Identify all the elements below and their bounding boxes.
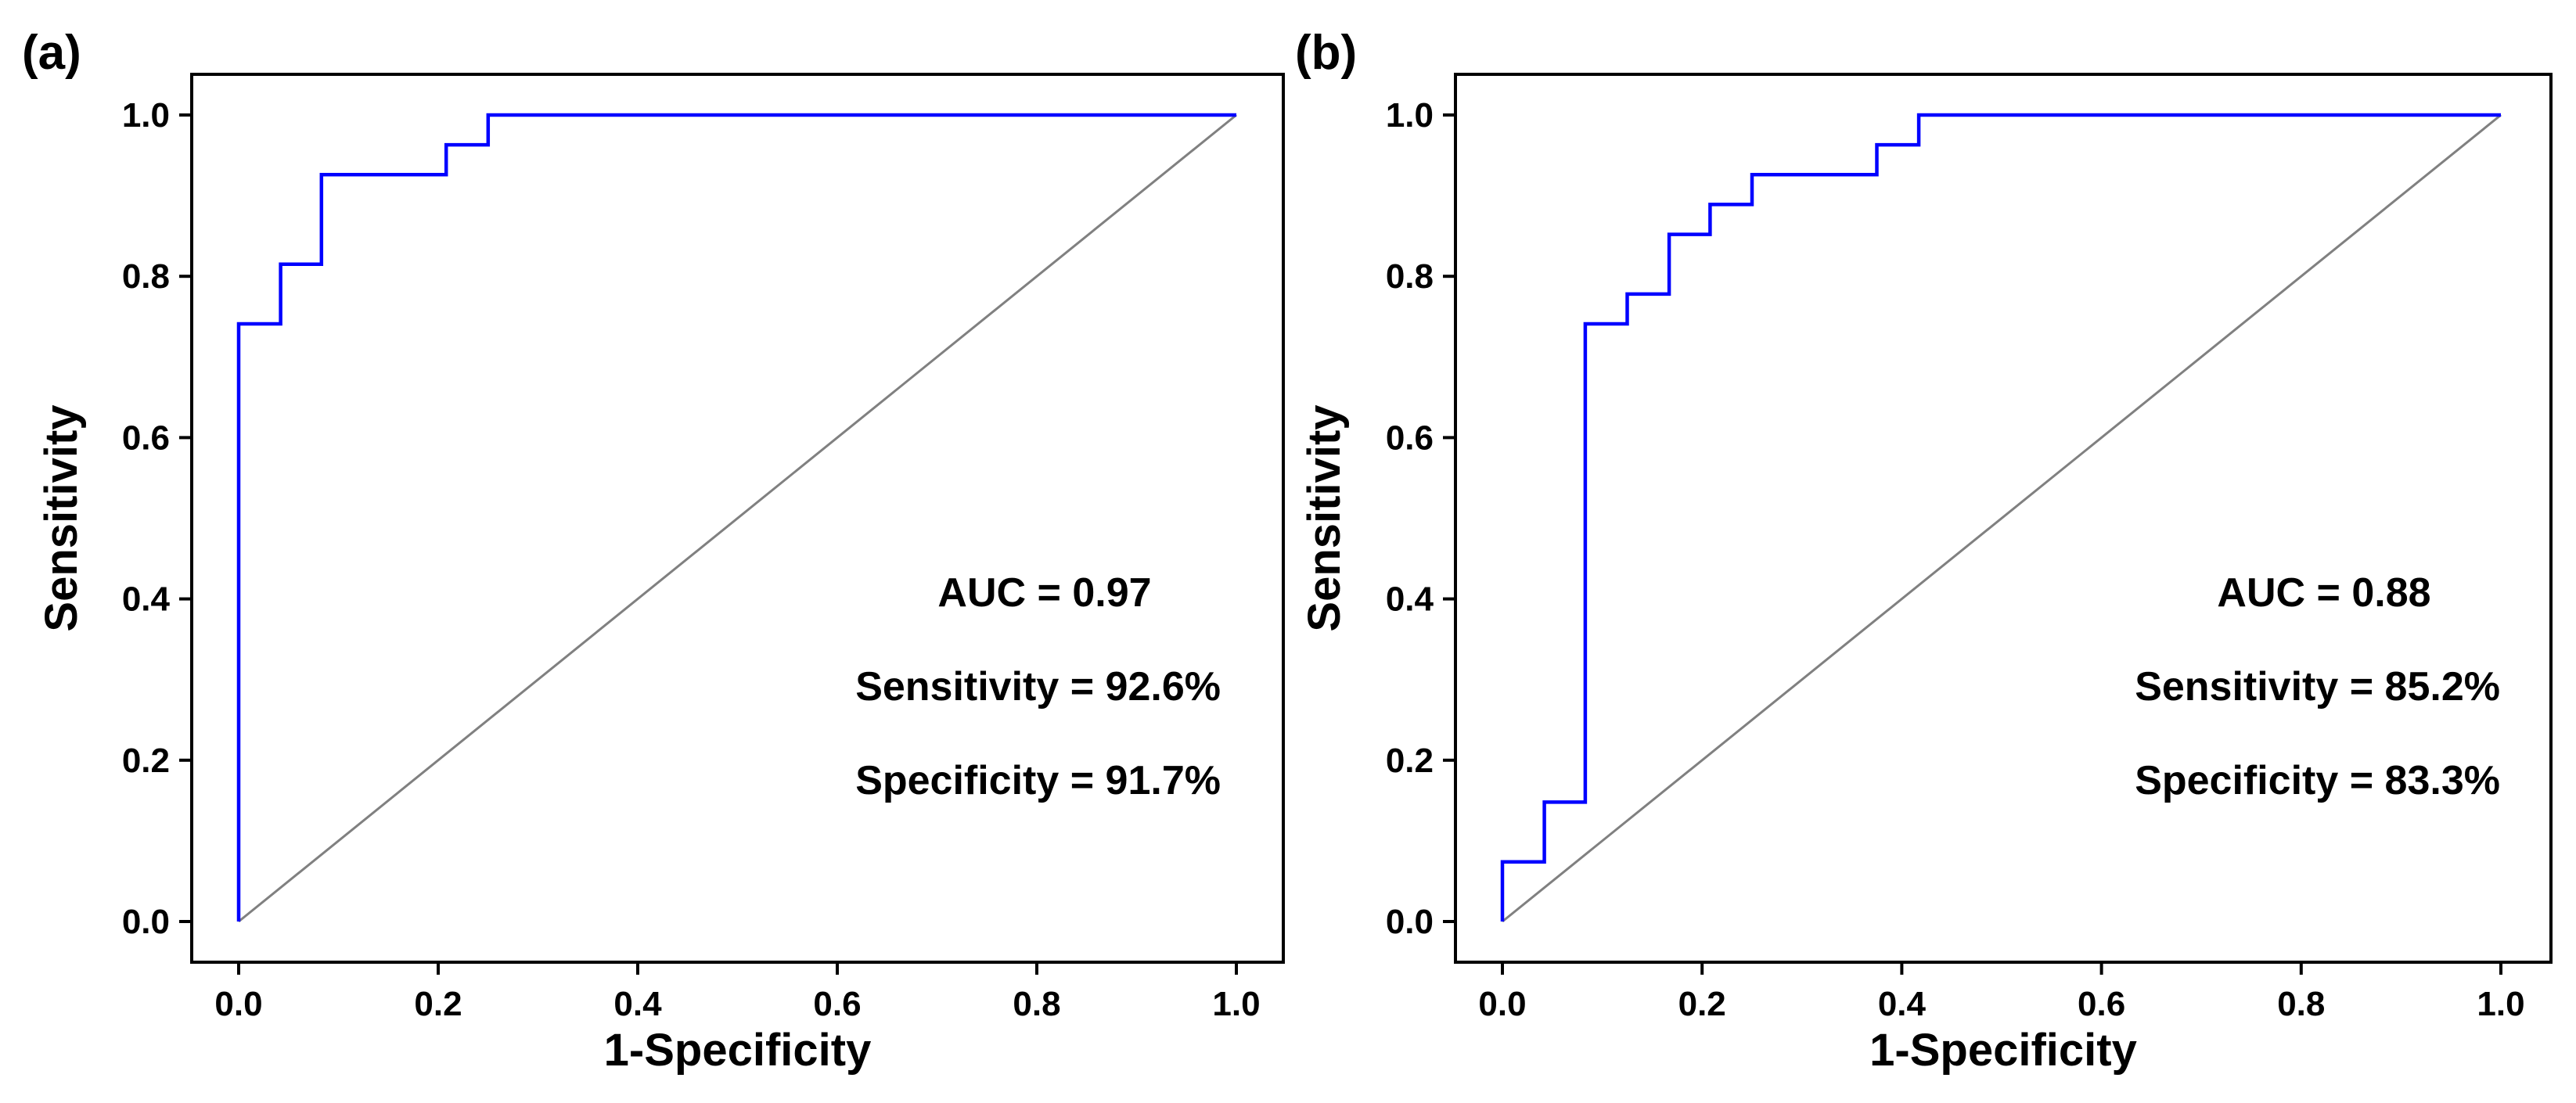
x-tick-label: 0.8	[1013, 985, 1060, 1023]
y-tick-label: 0.8	[122, 257, 170, 296]
x-tick-label: 0.2	[414, 985, 462, 1023]
sensitivity-annotation: Sensitivity = 85.2%	[2135, 664, 2500, 710]
specificity-annotation: Specificity = 91.7%	[855, 758, 1221, 803]
roc-curve-line	[236, 113, 1236, 922]
y-tick-label: 0.6	[1386, 419, 1434, 457]
x-tick-label: 0.0	[1478, 985, 1526, 1023]
y-tick-label: 0.0	[1386, 903, 1434, 941]
roc-curve-line	[1500, 113, 2501, 922]
x-tick-label: 0.4	[1878, 985, 1927, 1023]
reference-diagonal-line	[1502, 113, 2502, 923]
x-tick-label: 0.4	[613, 985, 662, 1023]
x-tick-label: 1.0	[1212, 985, 1260, 1023]
auc-annotation: AUC = 0.97	[937, 570, 1151, 616]
panel-label: (b)	[1295, 26, 1357, 80]
y-tick-label: 1.0	[1386, 96, 1434, 135]
y-tick-label: 0.4	[1386, 580, 1434, 619]
y-tick-label: 0.2	[1386, 742, 1434, 780]
auc-annotation: AUC = 0.88	[2217, 570, 2430, 616]
y-axis-title: Sensitivity	[36, 404, 87, 631]
sensitivity-annotation: Sensitivity = 92.6%	[855, 664, 1221, 710]
y-tick-label: 0.4	[122, 580, 171, 619]
x-tick-label: 0.6	[2078, 985, 2125, 1023]
x-tick-label: 0.6	[813, 985, 861, 1023]
plot-frame	[190, 73, 1285, 964]
x-tick-label: 0.2	[1678, 985, 1726, 1023]
panel-b: (b) 0.0 0.2 0.4 0.6 0.8 1.0 0.0 0.2 0.4 0.6 0.8 1.0 1…	[1295, 26, 2553, 1076]
y-tick-label: 1.0	[122, 96, 170, 135]
y-tick-label: 0.6	[122, 419, 170, 457]
x-axis-title: 1-Specificity	[1869, 1025, 2137, 1076]
specificity-annotation: Specificity = 83.3%	[2135, 758, 2500, 803]
y-tick-label: 0.2	[122, 742, 170, 780]
x-axis-title: 1-Specificity	[604, 1025, 872, 1076]
x-tick-label: 0.0	[214, 985, 262, 1023]
x-tick-label: 0.8	[2277, 985, 2325, 1023]
y-axis-title: Sensitivity	[1299, 404, 1350, 631]
panel-a: (a) 0.0 0.2 0.4 0.6 0.8 1.0 0.0 0.2 0.4 0.6 0.8 1.0 1…	[22, 26, 1285, 1076]
reference-diagonal-line	[238, 113, 1237, 923]
y-tick-label: 0.8	[1386, 257, 1434, 296]
plot-frame	[1454, 73, 2553, 964]
panel-label: (a)	[22, 26, 81, 80]
x-tick-label: 1.0	[2477, 985, 2524, 1023]
y-tick-label: 0.0	[122, 903, 170, 941]
